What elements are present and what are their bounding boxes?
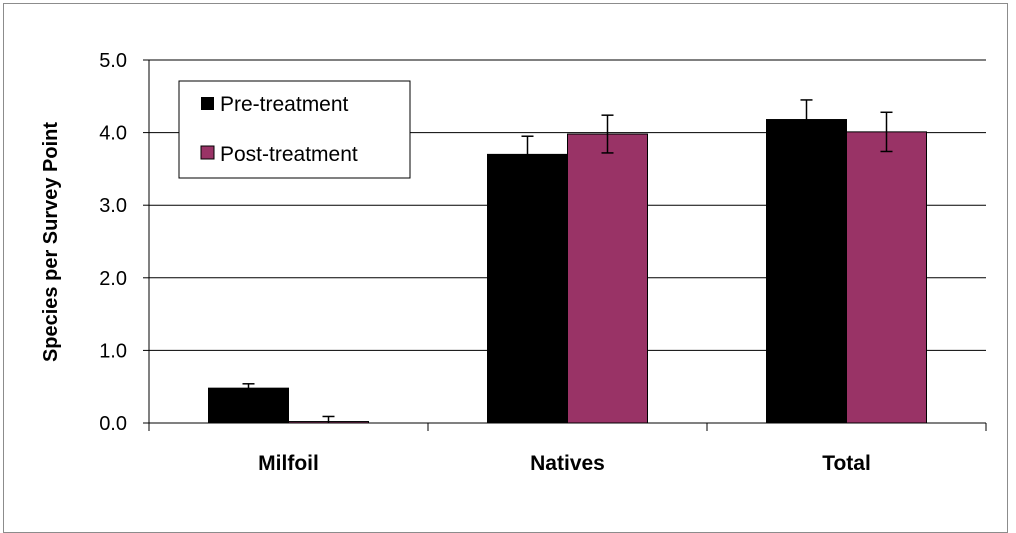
legend-swatch-pre-treatment <box>201 97 214 110</box>
error-bars <box>242 99 893 423</box>
error-bar <box>880 111 893 153</box>
x-category-label: Milfoil <box>258 452 319 475</box>
y-tick-labels: 0.0 1.0 2.0 3.0 4.0 5.0 <box>99 50 127 435</box>
bars <box>208 119 927 424</box>
y-tick-label: 1.0 <box>99 340 127 362</box>
x-category-label: Natives <box>530 452 605 475</box>
bar-pre-treatment-milfoil <box>208 387 289 424</box>
error-bar <box>242 383 255 394</box>
bar-pre-treatment-natives <box>487 153 568 424</box>
legend-swatch-post-treatment <box>200 145 215 160</box>
x-category-label: Total <box>822 452 871 475</box>
error-bar <box>322 415 335 423</box>
bar-post-treatment-natives <box>567 133 648 424</box>
legend: Pre-treatment Post-treatment <box>178 80 411 179</box>
y-tick-label: 0.0 <box>99 413 127 435</box>
y-axis-title: Species per Survey Point <box>40 122 62 362</box>
bar-post-treatment-total <box>846 131 927 424</box>
legend-box <box>178 80 411 179</box>
y-tick-label: 4.0 <box>99 123 127 145</box>
x-category-labels: Milfoil Natives Total <box>258 452 871 475</box>
axes <box>143 59 987 431</box>
bar-pre-treatment-total <box>766 119 847 424</box>
error-bar <box>800 99 813 140</box>
legend-label-pre-treatment: Pre-treatment <box>220 93 349 116</box>
error-bar <box>601 114 614 154</box>
y-tick-label: 3.0 <box>99 195 127 217</box>
legend-label-post-treatment: Post-treatment <box>220 143 358 166</box>
y-tick-label: 5.0 <box>99 50 127 72</box>
y-tick-label: 2.0 <box>99 268 127 290</box>
error-bar <box>521 135 534 174</box>
